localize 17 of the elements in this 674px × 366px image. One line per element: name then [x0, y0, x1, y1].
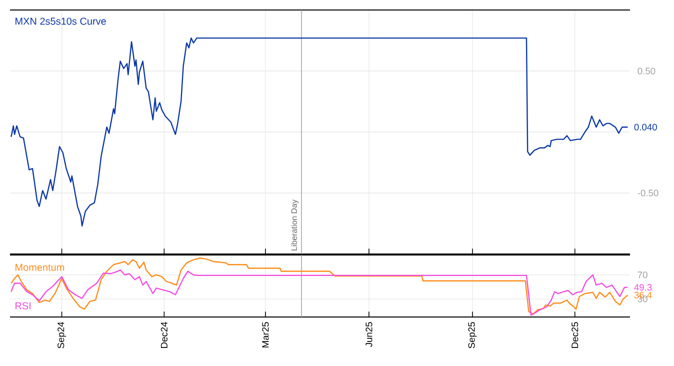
y-tick-label: -0.50 [638, 190, 658, 196]
x-tick-label: Sep24 [58, 322, 66, 348]
text: MXN 2s5s10s Curve [16, 18, 106, 25]
annotation: 0.040 [634, 124, 657, 130]
annotation: 49.3 [634, 284, 652, 291]
y-tick-label: 0.50 [638, 68, 656, 74]
series-label: RSI [16, 302, 30, 310]
line-series [10, 269, 628, 316]
x-tick-label: Jun25 [366, 322, 372, 347]
x-tick-label: Mar25 [262, 322, 269, 348]
x-tick-label: Sep25 [468, 322, 477, 348]
y-tick-label: 70 [638, 272, 648, 278]
series-label: Momentum [16, 264, 64, 271]
x-tick-label: Dec25 [572, 322, 578, 348]
ref-line-label: Liberation Day [291, 199, 298, 250]
line-series [10, 257, 628, 315]
x-tick-label: Dec24 [160, 322, 168, 348]
